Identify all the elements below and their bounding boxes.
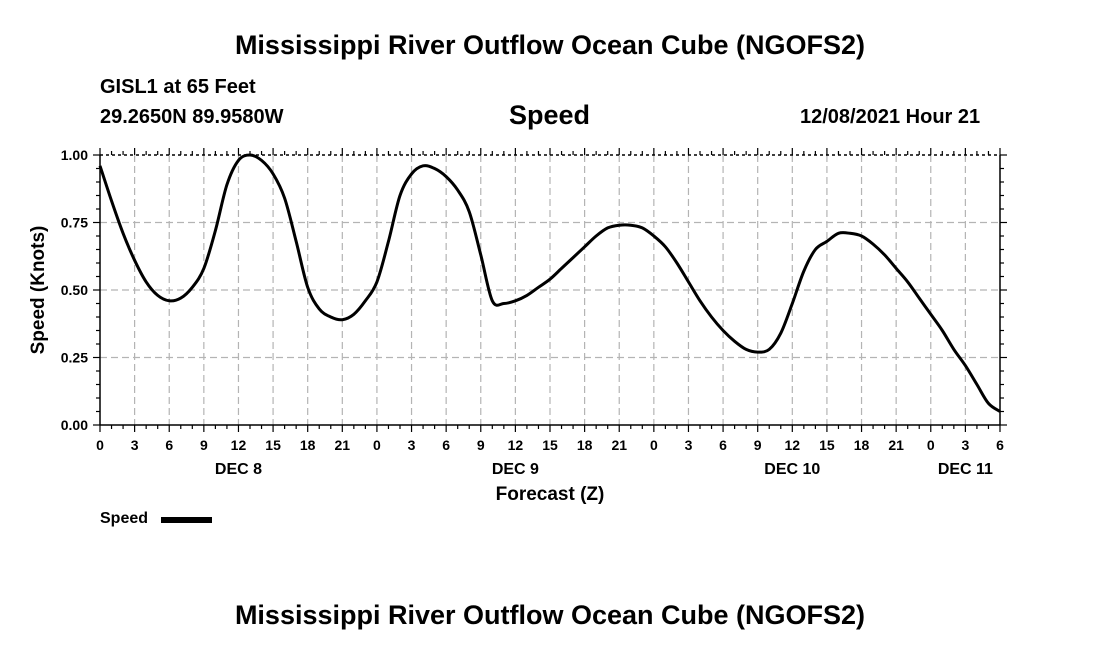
day-label: DEC 11 — [938, 461, 993, 478]
y-tick-label: 0.75 — [61, 215, 88, 231]
y-tick-label: 0.50 — [61, 282, 88, 298]
speed-series-line — [98, 153, 1001, 413]
footer-title: Mississippi River Outflow Ocean Cube (NG… — [234, 600, 866, 630]
x-tick-label: 6 — [165, 437, 173, 453]
x-tick-label: 6 — [996, 437, 1004, 453]
y-tick-label: 0.25 — [61, 350, 88, 366]
x-tick-label: 0 — [927, 437, 935, 453]
legend-label: Speed — [100, 510, 149, 527]
variable-title: Speed — [509, 100, 591, 130]
x-tick-label: 6 — [442, 437, 450, 453]
chart-title: Mississippi River Outflow Ocean Cube (NG… — [234, 30, 866, 60]
x-tick-label: 0 — [373, 437, 381, 453]
day-label: DEC 9 — [492, 461, 539, 478]
y-tick-label: 1.00 — [61, 147, 88, 163]
x-tick-label: 15 — [819, 437, 835, 453]
x-tick-label: 3 — [131, 437, 139, 453]
x-tick-label: 9 — [477, 437, 485, 453]
x-tick-label: 3 — [685, 437, 693, 453]
station-label: GISL1 at 65 Feet — [100, 76, 256, 98]
day-label: DEC 10 — [764, 461, 820, 478]
y-axis-label: Speed (Knots) — [28, 226, 49, 355]
x-tick-label: 0 — [650, 437, 658, 453]
forecast-datetime: 12/08/2021 Hour 21 — [800, 106, 981, 128]
day-label: DEC 8 — [215, 461, 262, 478]
x-tick-label: 0 — [96, 437, 104, 453]
coordinates-label: 29.2650N 89.9580W — [100, 106, 284, 128]
x-tick-label: 9 — [754, 437, 762, 453]
x-tick-label: 15 — [542, 437, 558, 453]
x-tick-label: 3 — [961, 437, 969, 453]
x-tick-label: 18 — [577, 437, 593, 453]
x-tick-label: 15 — [265, 437, 281, 453]
x-tick-label: 21 — [611, 437, 627, 453]
x-tick-label: 3 — [408, 437, 416, 453]
x-tick-label: 12 — [231, 437, 247, 453]
x-tick-label: 18 — [300, 437, 316, 453]
x-tick-label: 12 — [785, 437, 801, 453]
x-tick-label: 9 — [200, 437, 208, 453]
x-axis-label: Forecast (Z) — [496, 484, 605, 505]
legend-swatch — [161, 517, 212, 523]
y-tick-label: 0.00 — [61, 417, 88, 433]
x-tick-label: 18 — [854, 437, 870, 453]
x-tick-label: 21 — [888, 437, 904, 453]
x-tick-label: 12 — [508, 437, 524, 453]
x-tick-label: 6 — [719, 437, 727, 453]
x-tick-label: 21 — [335, 437, 351, 453]
